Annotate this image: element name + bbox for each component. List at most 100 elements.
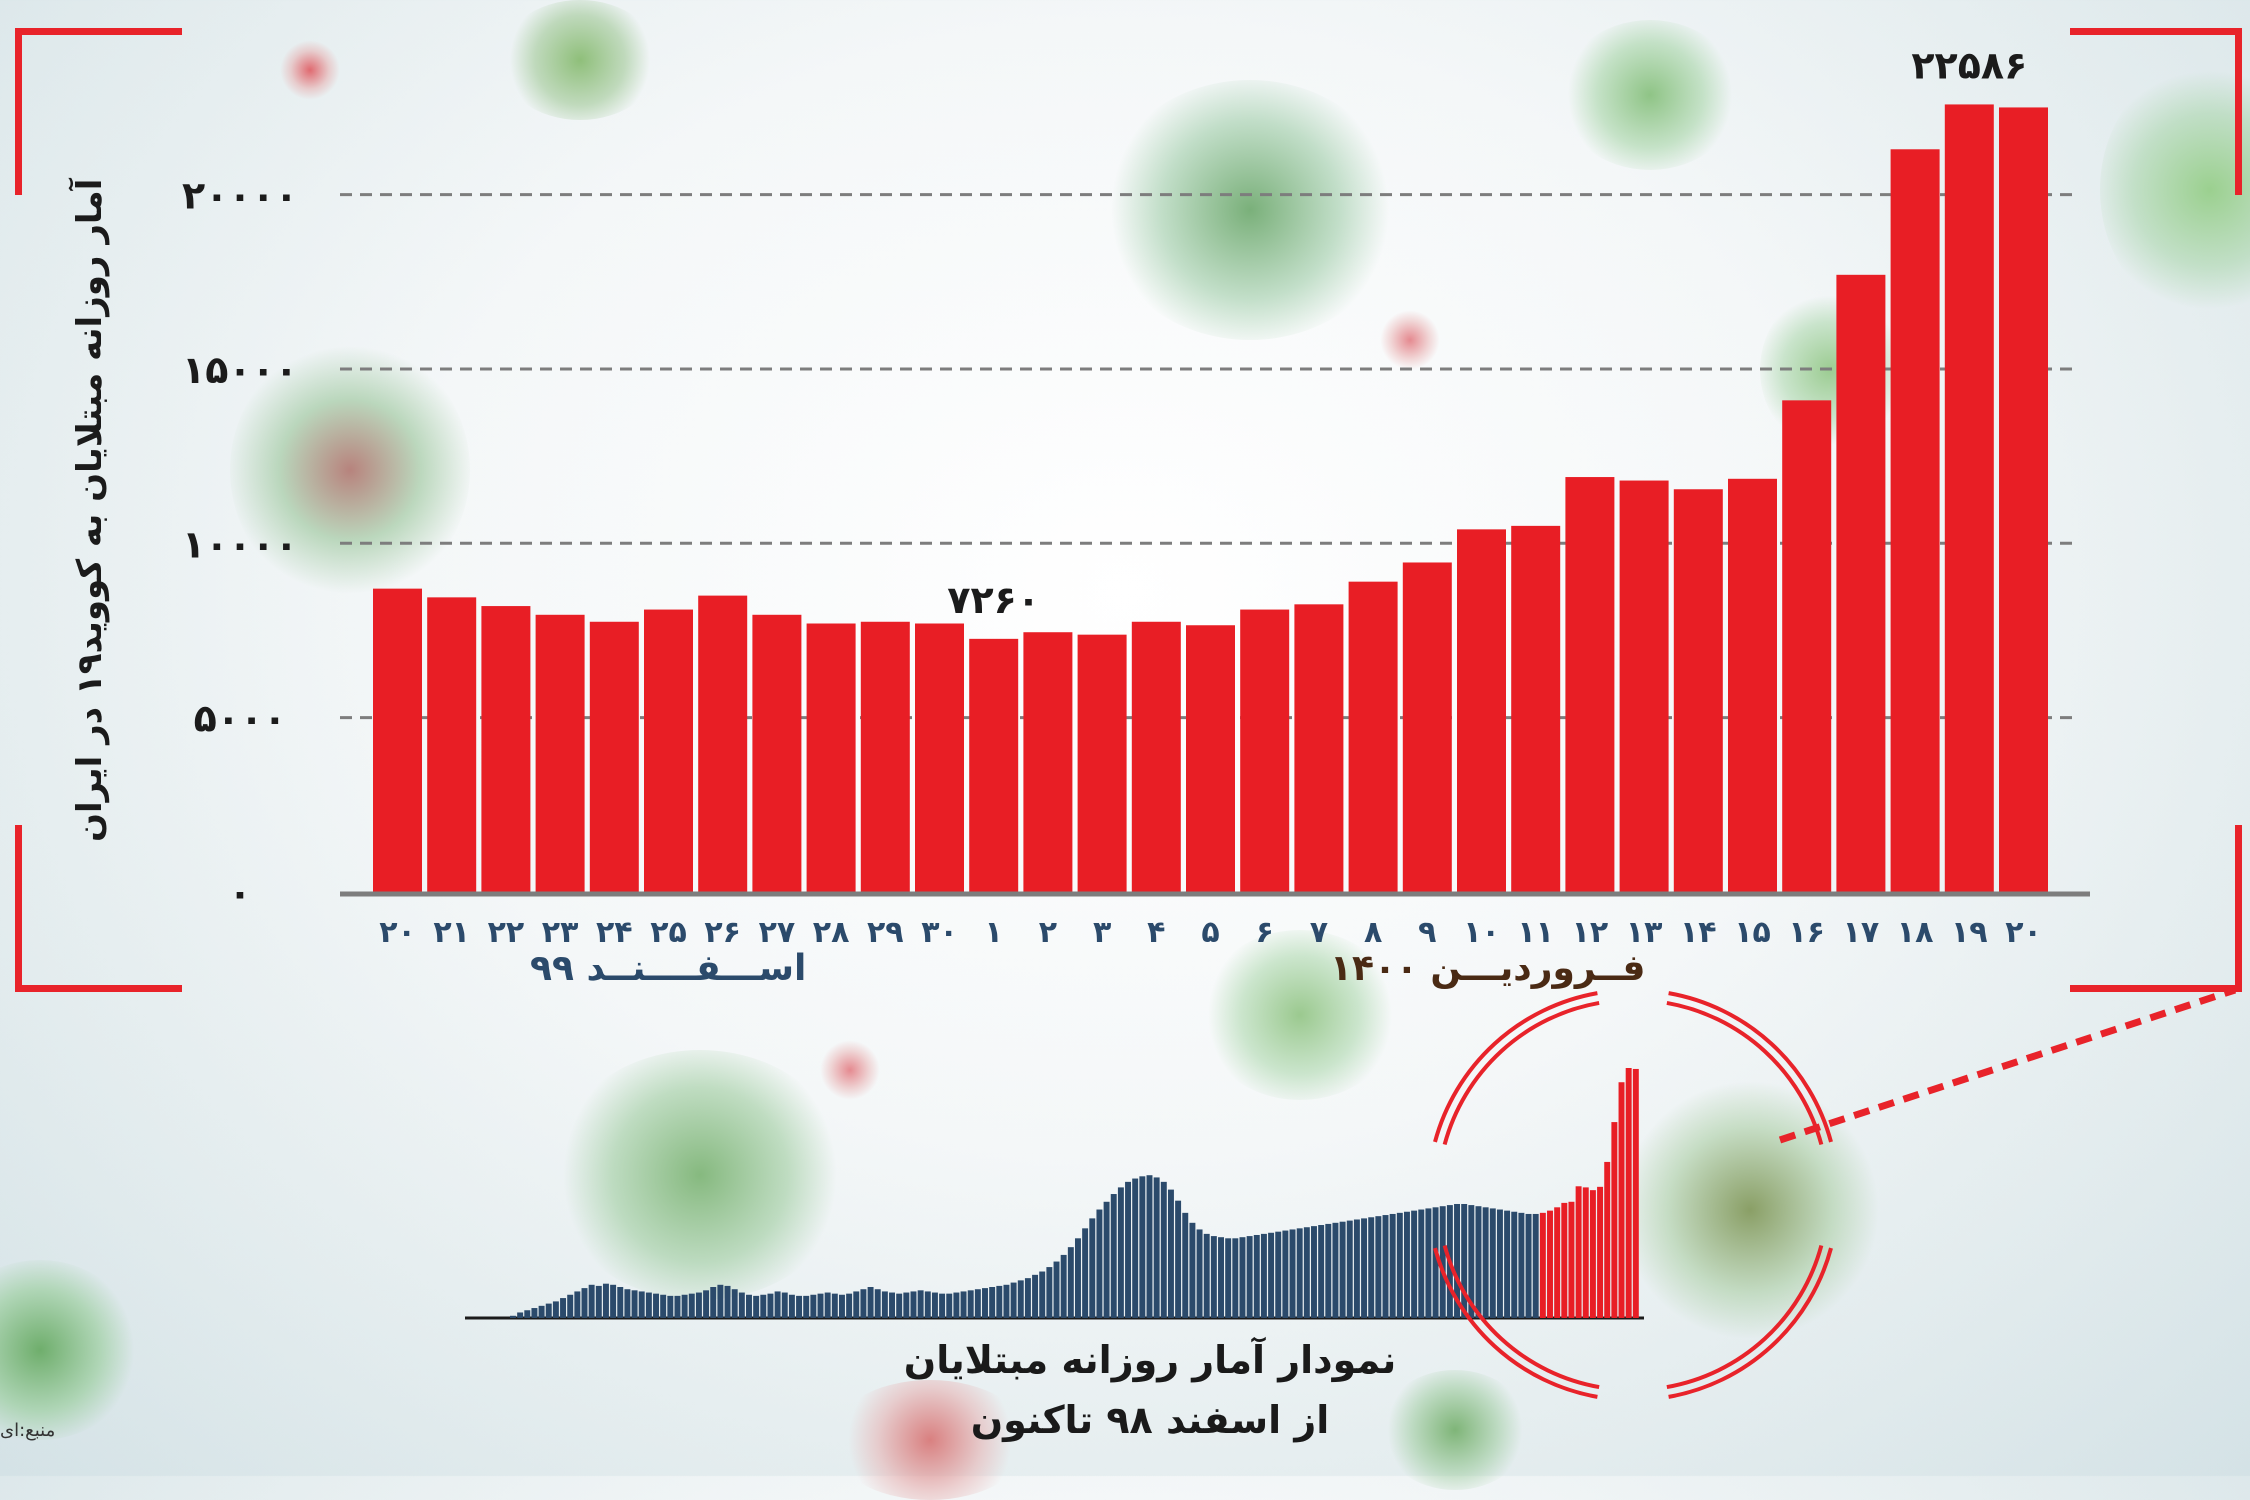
data-label: ۷۲۶۰	[947, 578, 1040, 622]
mini-bar	[1117, 1187, 1124, 1318]
mini-bar	[567, 1294, 574, 1318]
virus-decoration	[500, 0, 660, 120]
magnifier-arc	[1433, 1247, 1598, 1399]
mini-bar	[996, 1285, 1003, 1318]
mini-bar	[1296, 1228, 1303, 1318]
mini-bar	[695, 1292, 702, 1318]
mini-bar	[1632, 1068, 1639, 1318]
mini-bar	[1604, 1161, 1611, 1318]
mini-bar	[1189, 1222, 1196, 1318]
mini-bar	[889, 1292, 896, 1318]
mini-bar	[967, 1290, 974, 1318]
mini-bar	[552, 1301, 559, 1318]
mini-bar	[1053, 1261, 1060, 1318]
mini-bar	[1532, 1213, 1539, 1318]
mini-bar	[1153, 1177, 1160, 1318]
mini-bar	[753, 1295, 760, 1318]
x-tick-label: ۲۸	[813, 915, 850, 950]
mini-bar	[1268, 1232, 1275, 1318]
mini-bar	[924, 1291, 931, 1318]
mini-bar	[1203, 1233, 1210, 1318]
mini-bar	[1468, 1205, 1475, 1318]
x-tick-label: ۳	[1093, 915, 1111, 950]
mini-bar	[1547, 1210, 1553, 1318]
bar	[969, 638, 1019, 892]
mini-bar	[1132, 1178, 1139, 1318]
bar	[1782, 400, 1832, 892]
mini-bar	[717, 1284, 724, 1318]
mini-bar	[1611, 1122, 1618, 1318]
bar	[1565, 477, 1615, 892]
mini-bar	[617, 1287, 624, 1318]
mini-bar	[1089, 1218, 1096, 1318]
mini-bar	[1525, 1213, 1532, 1318]
x-tick-label: ۲۵	[650, 915, 687, 950]
bar	[1023, 632, 1073, 892]
mini-bar	[667, 1295, 674, 1318]
mini-bar	[1625, 1068, 1632, 1318]
mini-bar	[1167, 1189, 1174, 1318]
mini-bar	[1010, 1282, 1017, 1318]
mini-bar	[767, 1293, 774, 1318]
bar	[644, 609, 693, 892]
mini-bar	[788, 1294, 795, 1318]
mini-bar	[781, 1292, 788, 1318]
bar	[1728, 478, 1777, 892]
mini-bar	[1496, 1209, 1503, 1318]
bar	[752, 614, 802, 892]
virus-decoration	[1200, 930, 1400, 1100]
x-tick-label: ۱۶	[1788, 915, 1825, 950]
mini-bar	[1196, 1229, 1203, 1318]
bar	[1348, 581, 1398, 892]
mini-bar	[1396, 1212, 1403, 1318]
mini-bar	[896, 1293, 903, 1318]
mini-bar	[703, 1290, 710, 1318]
mini-bar	[1003, 1284, 1010, 1318]
mini-bar	[1475, 1206, 1482, 1318]
magnifier-arc	[1666, 1000, 1824, 1146]
mini-bar	[738, 1292, 745, 1318]
mini-bar	[1067, 1247, 1074, 1318]
mini-bar	[1489, 1208, 1496, 1318]
virus-decoration	[280, 40, 340, 100]
x-tick-label: ۱۳	[1626, 915, 1663, 950]
mini-bar	[1368, 1217, 1375, 1318]
mini-bar	[1339, 1221, 1346, 1318]
x-tick-label: ۸	[1364, 915, 1382, 950]
mini-bar	[610, 1284, 617, 1318]
mini-bar	[1311, 1226, 1317, 1318]
magnifier-arc	[1433, 991, 1598, 1143]
mini-bar	[510, 1315, 516, 1318]
mini-bar	[831, 1293, 838, 1318]
x-tick-label: ۲۹	[867, 915, 904, 950]
bar	[535, 614, 585, 892]
x-tick-label: ۳۰	[921, 915, 958, 950]
mini-bar	[910, 1291, 917, 1318]
mini-bar	[1046, 1267, 1053, 1318]
mini-bar	[645, 1292, 652, 1318]
mini-chart-caption-line-1: نمودار آمار روزانه مبتلایان	[903, 1338, 1397, 1382]
mini-bar	[989, 1287, 996, 1318]
mini-bar	[588, 1284, 595, 1318]
mini-bar	[946, 1293, 953, 1318]
mini-bar	[974, 1289, 981, 1318]
mini-bar	[1318, 1225, 1325, 1318]
mini-bar	[1146, 1175, 1153, 1318]
mini-bar	[1582, 1187, 1589, 1318]
magnifier-arc	[1668, 1247, 1833, 1399]
x-tick-label: ۲۳	[542, 915, 579, 950]
mini-bar	[538, 1305, 545, 1318]
mini-bar	[1418, 1209, 1425, 1318]
mini-bar	[1060, 1254, 1067, 1318]
mini-bar	[1439, 1206, 1446, 1318]
mini-bar	[1303, 1227, 1310, 1318]
mini-bar	[1382, 1215, 1389, 1318]
mini-bar	[1597, 1186, 1604, 1318]
mini-bar	[1039, 1271, 1046, 1318]
mini-bar	[982, 1288, 988, 1318]
virus-decoration	[1380, 310, 1440, 370]
mini-bar	[1110, 1194, 1117, 1318]
mini-bar	[1096, 1209, 1103, 1318]
bar	[1511, 525, 1561, 892]
